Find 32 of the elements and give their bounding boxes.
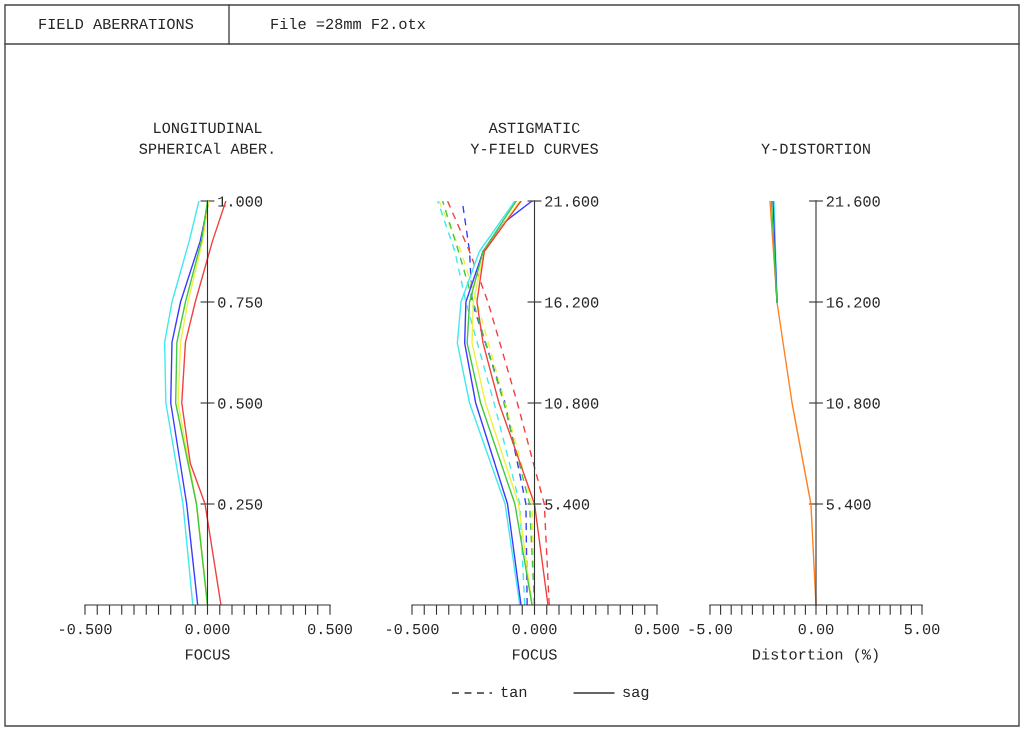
text: FIELD ABERRATIONS [39,18,194,30]
text: tan [501,686,527,698]
text: sag [623,688,649,701]
y-tick-label: 16.200 [826,297,880,308]
x-axis-title: FOCUS [186,649,230,660]
text: File =28mm F2.otx [271,17,426,30]
y-tick-label: 10.800 [545,398,599,409]
x-tick-label: 0.500 [308,623,352,635]
line-series [163,201,200,605]
y-tick-label: 0.250 [218,499,263,510]
chart-title: Y-DISTORTION [761,143,870,154]
chart-title: LONGITUDINAL SPHERICAl ABER. [139,122,273,154]
y-tick-label: 0.500 [218,398,263,409]
y-tick-label: 21.600 [826,196,880,207]
x-tick-label: 0.000 [512,623,557,635]
x-tick-label: -0.500 [386,623,439,635]
y-tick-label: 5.400 [826,499,871,510]
y-tick-label: 5.400 [545,499,590,510]
y-tick-label: 1.000 [218,196,263,207]
y-tick-label: 21.600 [545,196,599,207]
y-tick-label: 0.750 [218,297,263,308]
x-axis-title: Distortion (%) [753,648,878,663]
x-tick-label: 0.00 [798,623,834,635]
x-tick-label: 5.00 [904,623,940,635]
x-tick-label: 0.000 [185,623,230,635]
y-tick-label: 16.200 [545,297,599,308]
x-axis-title: FOCUS [513,649,557,660]
x-tick-label: -5.00 [689,623,732,635]
chart-title: ASTIGMATIC Y-FIELD CURVES [470,122,598,154]
y-tick-label: 10.800 [826,398,880,409]
x-tick-label: 0.500 [635,623,679,635]
x-tick-label: -0.500 [59,623,112,635]
